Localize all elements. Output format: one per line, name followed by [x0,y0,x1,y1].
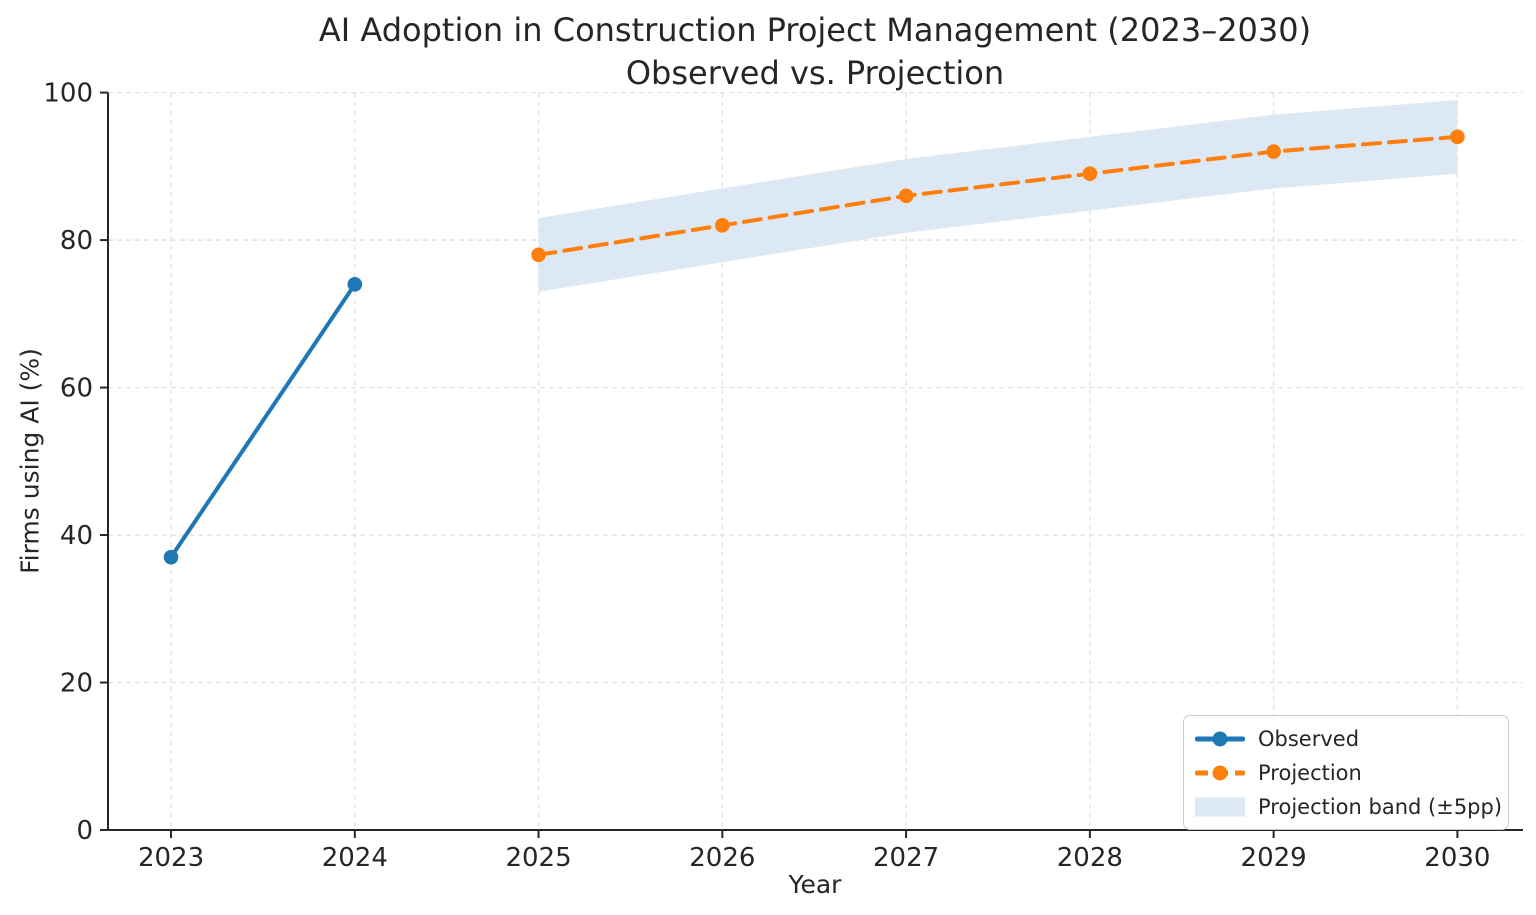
x-tick-label: 2028 [1057,843,1123,873]
projection-band [538,99,1458,292]
projection-point-2028 [1082,166,1098,182]
x-tick-label: 2027 [873,843,939,873]
y-tick-label: 20 [60,669,93,699]
projection-line-icon [1195,759,1245,786]
projection-point-2030 [1450,129,1465,145]
chart-title-line1: AI Adoption in Construction Project Mana… [318,11,1312,49]
y-tick-label: 0 [76,816,93,846]
x-tick-label: 2030 [1424,843,1490,873]
y-tick-label: 60 [60,374,93,404]
legend-label-observed: Observed [1258,726,1360,751]
x-tick-label: 2026 [689,843,755,873]
projection-point-2029 [1266,144,1281,159]
x-tick-label: 2029 [1241,843,1307,873]
projection-line [536,134,1460,257]
chart-title: AI Adoption in Construction Project Mana… [319,9,1311,95]
x-tick-label: 2023 [138,843,204,873]
projection-point-2025 [531,247,546,263]
x-axis-label: Year [788,870,842,899]
legend-label-projection: Projection [1258,760,1362,785]
legend-item-projection-band: Projection band (±5pp) [1195,793,1502,820]
legend-item-projection: Projection [1195,759,1497,786]
legend-item-observed: Observed [1195,725,1497,752]
band-swatch-icon [1195,793,1245,820]
chart-title-line2: Observed vs. Projection [625,54,1005,93]
observed-point-2023 [163,549,179,565]
observed-line-icon [1195,725,1245,752]
legend-label-projection-band: Projection band (±5pp) [1258,794,1503,819]
x-tick-label: 2024 [322,843,388,873]
y-tick-label: 40 [60,521,93,551]
observed-line [169,282,357,560]
projection-point-2026 [715,218,730,233]
x-tick-label: 2025 [505,843,571,873]
projection-point-2027 [898,188,914,204]
observed-point-2024 [347,277,363,292]
y-tick-label: 100 [43,79,93,109]
y-tick-label: 80 [60,226,93,256]
legend: Observed Projection Projection band (±5p… [1183,715,1509,830]
y-axis-label: Firms using AI (%) [15,348,45,574]
